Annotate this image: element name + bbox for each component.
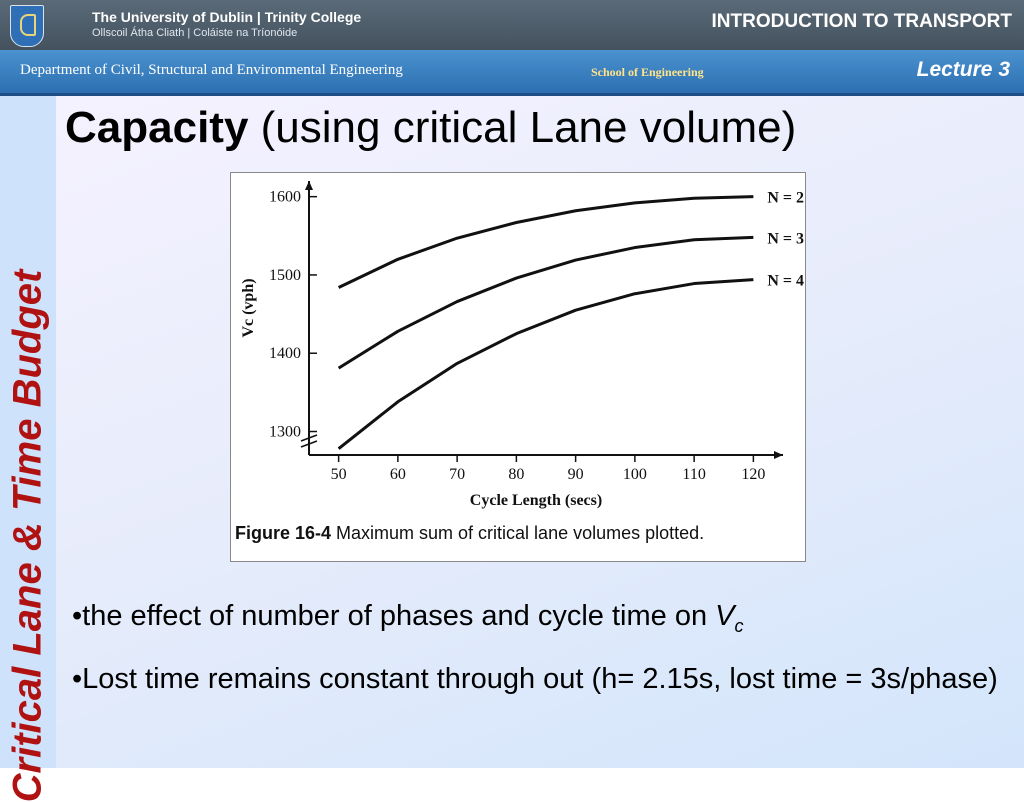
x-tick-label: 80 [508,466,524,483]
critical-volume-chart: 50 60 70 80 90 100 110 120 1300 1400 1500 1600 N = 2… [235,181,804,543]
series-line [337,278,754,450]
y-tick-label: 1400 [269,345,301,362]
university-name: The University of Dublin | Trinity Colle… [92,9,362,25]
x-axis-arrow [774,451,783,459]
bullet-list: •the effect of number of phases and cycl… [72,596,1002,712]
department-name: Department of Civil, Structural and Envi… [20,62,403,78]
school-name: School of Engineering [591,65,704,79]
series-line [337,235,754,370]
x-tick-label: 120 [741,466,765,483]
series-line [337,195,754,289]
lecture-label: Lecture 3 [916,58,1010,81]
series-label: N = 3 [767,230,804,247]
x-tick-label: 70 [449,466,465,483]
department-bar: Department of Civil, Structural and Envi… [0,50,1024,96]
x-tick-label: 100 [623,466,647,483]
y-tick-label: 1500 [269,267,301,284]
figure-caption: Figure 16-4 Maximum sum of critical lane… [235,523,704,543]
chart-figure: 50 60 70 80 90 100 110 120 1300 1400 1500 1600 N = 2… [230,172,806,562]
series-label: N = 4 [767,273,804,290]
course-title: INTRODUCTION TO TRANSPORT [711,11,1012,32]
sidebar: Critical Lane & Time Budget [0,96,56,802]
x-tick-label: 90 [568,466,584,483]
y-tick-label: 1300 [269,424,301,441]
x-axis-label: Cycle Length (secs) [470,492,602,509]
x-tick-label: 50 [331,466,347,483]
axis-break-mark [300,434,318,448]
series-label: N = 2 [767,190,804,207]
vc-variable: V [715,600,735,632]
slide-title: Capacity (using critical Lane volume) [65,103,796,153]
university-name-irish: Ollscoil Átha Cliath | Coláiste na Tríon… [92,27,298,39]
caption-text: Maximum sum of critical lane volumes plo… [336,523,704,543]
caption-figure-number: Figure 16-4 [235,523,336,543]
bullet-item: •the effect of number of phases and cycl… [72,600,744,636]
y-axis-arrow [305,181,313,190]
x-tick-label: 110 [682,466,705,483]
vertical-section-title: Critical Lane & Time Budget [5,269,50,802]
bullet-item: •Lost time remains constant through out … [72,662,998,695]
y-axis-label: Vc (vph) [240,278,257,337]
header-bar: The University of Dublin | Trinity Colle… [0,0,1024,50]
title-rest: (using critical Lane volume) [260,103,797,152]
y-tick-label: 1600 [269,189,301,206]
x-tick-label: 60 [390,466,406,483]
title-bold: Capacity [65,103,249,152]
college-crest-logo [10,5,44,47]
